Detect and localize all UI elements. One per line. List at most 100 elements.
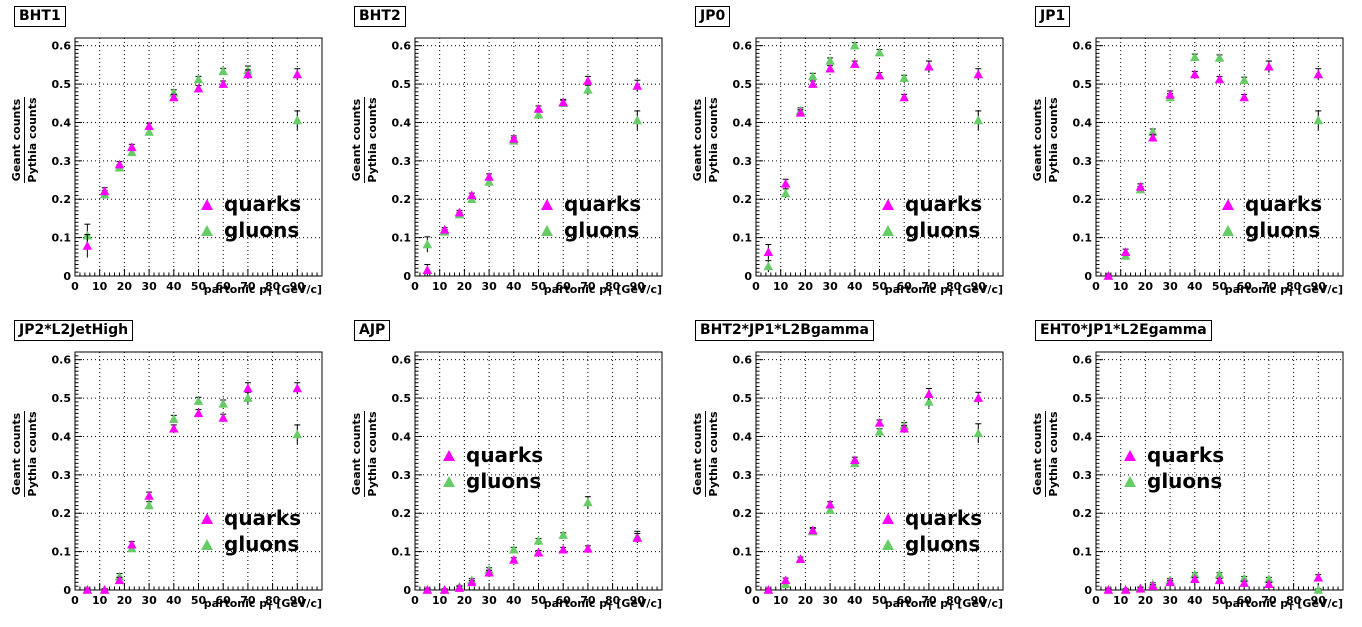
quarks-point (82, 585, 93, 594)
gluons-point (1264, 574, 1274, 584)
x-tick-label: 10 (432, 280, 448, 293)
quarks-point (1214, 575, 1225, 585)
y-tick-label: 0 (63, 584, 71, 597)
x-tick-label: 30 (141, 280, 157, 293)
plot-area: 0 10 20 30 40 50 60 70 80 90 0 0.1 0.2 0.3 0.4 0.5 0.6 (392, 351, 663, 607)
x-tick-label: 40 (847, 280, 863, 293)
x-tick-label: 80 (605, 594, 621, 607)
quarks-point (583, 543, 593, 553)
gluons-point (583, 497, 593, 507)
quarks-point (850, 455, 860, 465)
quarks-point (422, 585, 433, 594)
y-tick-label: 0.3 (733, 469, 753, 482)
legend-marker-gluons (200, 223, 216, 237)
legend-entry-gluons: gluons (200, 531, 301, 557)
x-tick-label: 0 (411, 280, 419, 293)
quarks-point (467, 190, 477, 200)
x-axis-label: partonic pT [GeV/c] (884, 283, 1003, 298)
y-axis-label: Geant counts Pythia counts (6, 40, 42, 240)
legend-marker-quarks (540, 197, 556, 211)
quarks-point (795, 107, 806, 117)
y-tick-label: 0.1 (392, 232, 412, 245)
y-tick-label: 0.1 (733, 232, 753, 245)
legend-label-quarks: quarks (466, 443, 544, 467)
x-tick-label: 80 (605, 280, 621, 293)
x-tick-label: 20 (457, 280, 473, 293)
quarks-point (1148, 132, 1158, 142)
quarks-point (899, 423, 909, 433)
gluons-point (973, 115, 984, 125)
x-tick-label: 0 (752, 594, 760, 607)
quarks-point (973, 393, 984, 402)
y-axis-label-numerator: Geant counts (1030, 96, 1046, 184)
y-tick-label: 0.3 (733, 155, 753, 168)
gluons-point (169, 414, 179, 423)
y-axis-label: Geant counts Pythia counts (687, 354, 723, 554)
y-tick-label: 0 (403, 584, 411, 597)
quarks-point (509, 133, 519, 143)
legend-label-gluons: gluons (466, 469, 542, 493)
quarks-point (583, 75, 593, 85)
legend-entry-gluons: gluons (200, 217, 301, 243)
chart-title: JP0 (695, 6, 731, 27)
plot-area: 0 10 20 30 40 50 60 70 80 90 0 0.1 0.2 0.3 0.4 0.5 0.6 (733, 37, 1004, 293)
y-tick-label: 0.6 (392, 354, 412, 367)
y-tick-label: 0.6 (733, 354, 753, 367)
legend-marker-gluons (540, 223, 556, 237)
x-tick-label: 40 (847, 594, 863, 607)
legend-label-gluons: gluons (224, 532, 300, 556)
y-tick-label: 0.4 (733, 116, 753, 129)
x-tick-label: 60 (1237, 594, 1253, 607)
gluons-point (924, 396, 934, 406)
quarks-point (292, 69, 303, 79)
quarks-point (292, 383, 303, 393)
x-tick-label: 20 (117, 280, 133, 293)
gluons-point (218, 66, 228, 76)
y-tick-label: 0.1 (52, 232, 72, 245)
gluons-point (583, 84, 593, 94)
chart-panel: 0 10 20 30 40 50 60 70 80 90 0 0.1 0.2 0.3 0.4 0.5 0.6 EH… (1021, 314, 1361, 627)
x-tick-label: 10 (773, 280, 789, 293)
gluons-point (533, 535, 544, 545)
chart-panel: 0 10 20 30 40 50 60 70 80 90 0 0.1 0.2 0.3 0.4 0.5 0.6 JP… (1021, 0, 1361, 313)
x-tick-label: 90 (630, 280, 646, 293)
x-tick-label: 60 (897, 280, 913, 293)
x-axis-label: partonic pT [GeV/c] (203, 597, 322, 612)
legend-label-gluons: gluons (905, 218, 981, 242)
legend-entry-quarks: quarks (540, 191, 641, 217)
x-tick-label: 50 (872, 280, 888, 293)
y-axis-label-denominator: Pythia counts (706, 97, 720, 183)
x-tick-label: 80 (946, 594, 962, 607)
x-tick-label: 50 (191, 280, 207, 293)
y-axis-label-denominator: Pythia counts (1046, 411, 1060, 497)
y-tick-label: 0.1 (392, 546, 412, 559)
plot-area: 0 10 20 30 40 50 60 70 80 90 0 0.1 0.2 0.3 0.4 0.5 0.6 (1073, 37, 1344, 293)
quarks-point (533, 104, 544, 113)
legend-marker-gluons (881, 223, 897, 237)
x-tick-label: 0 (411, 594, 419, 607)
x-tick-label: 80 (265, 280, 281, 293)
y-tick-label: 0.2 (52, 193, 72, 206)
x-tick-label: 30 (1162, 280, 1178, 293)
y-tick-label: 0 (1084, 270, 1092, 283)
legend-marker-quarks (1123, 448, 1139, 462)
gluons-point (1239, 75, 1249, 84)
x-tick-label: 70 (580, 280, 596, 293)
y-axis-label-numerator: Geant counts (349, 96, 365, 184)
y-tick-label: 0.5 (392, 392, 412, 405)
quarks-point (1264, 61, 1274, 71)
x-tick-label: 50 (1212, 594, 1228, 607)
x-tick-label: 30 (481, 280, 497, 293)
quarks-point (924, 389, 934, 398)
x-tick-label: 70 (921, 280, 937, 293)
y-axis-label-denominator: Pythia counts (706, 411, 720, 497)
legend: quarks gluons (1123, 442, 1224, 494)
quarks-point (780, 575, 791, 585)
chart-title: BHT2 (354, 6, 406, 27)
y-axis-label: Geant counts Pythia counts (346, 40, 382, 240)
y-axis-label-denominator: Pythia counts (25, 97, 39, 183)
legend-entry-quarks: quarks (881, 505, 982, 531)
quarks-point (1165, 577, 1175, 587)
x-tick-label: 50 (872, 594, 888, 607)
x-tick-label: 20 (1138, 594, 1154, 607)
